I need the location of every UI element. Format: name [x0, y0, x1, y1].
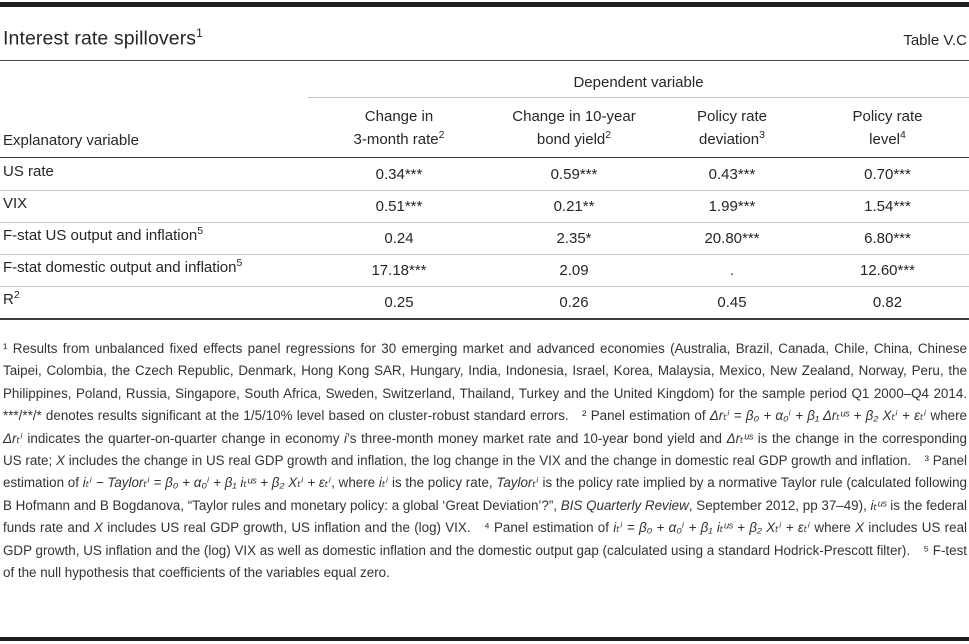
- footnote-text-segment: includes the change in US real GDP growt…: [3, 453, 967, 491]
- footnote-text-segment: is the policy rate,: [388, 475, 497, 491]
- column-header-policy-rate-level: Policy rate level4: [806, 107, 969, 157]
- column-header-policy-rate-deviation: Policy rate deviation3: [658, 107, 806, 157]
- value-cell: .: [729, 262, 735, 279]
- value-cell: 2.09: [559, 262, 589, 279]
- footnote-marker: 5: [236, 257, 243, 269]
- footnote-text-segment: iₜⁱ: [378, 475, 389, 491]
- footnote-text-segment: includes US real GDP growth, US inflatio…: [3, 520, 967, 581]
- bottom-rule: [0, 637, 969, 641]
- group-header-dependent-variable: Dependent variable: [308, 62, 969, 98]
- column-header-line1: Policy rate: [696, 108, 768, 125]
- row-label: F-stat US output and inflation5: [3, 225, 204, 244]
- footnote-text-segment: , September 2012, pp 37–49),: [688, 497, 871, 513]
- title-footnote-marker: 1: [196, 25, 203, 40]
- page-title-text: Interest rate spillovers: [3, 27, 197, 49]
- footnote-text-segment: Δrₜⁱ: [3, 430, 23, 446]
- column-header-line2: 3-month rate2: [353, 129, 445, 148]
- table-row-us-rate: US rate 0.34*** 0.59*** 0.43*** 0.70***: [0, 158, 969, 190]
- top-rule: [0, 2, 969, 7]
- row-label: R2: [3, 289, 20, 308]
- footnote-text-segment: iₜⁱ = β₀ + α₀ⁱ + β₁ iₜᵘˢ + β₂ Xₜⁱ + εₜⁱ: [613, 520, 811, 536]
- title-row: Interest rate spillovers1 Table V.C: [0, 7, 969, 61]
- table-number-label: Table V.C: [903, 32, 967, 49]
- table-row-fstat-domestic: F-stat domestic output and inflation5 17…: [0, 254, 969, 286]
- column-header-change-3month-rate: Change in 3-month rate2: [308, 107, 490, 157]
- footnote-marker: 2: [438, 129, 445, 141]
- footnote-text-segment: where: [810, 520, 856, 536]
- footnote-text-segment: Δrₜⁱ = β₀ + α₀ⁱ + β₁ Δrₜᵘˢ + β₂ Xₜⁱ + εₜ…: [709, 408, 927, 424]
- footnote-text-segment: Δrₜᵘˢ: [726, 430, 754, 446]
- footnote-text-segment: is the change in the corresponding US ra…: [3, 430, 967, 469]
- column-header-line1: Change in: [364, 108, 434, 125]
- column-header-line2: level4: [869, 129, 906, 148]
- footnote-marker: 2: [13, 289, 20, 301]
- value-cell: 17.18***: [371, 262, 427, 279]
- column-header-change-10year-bond-yield: Change in 10-year bond yield2: [490, 107, 658, 157]
- footnote-marker: 2: [605, 129, 612, 141]
- value-cell: 1.99***: [708, 198, 756, 215]
- column-header-explanatory-variable: Explanatory variable: [3, 132, 139, 149]
- footnote-marker: 4: [900, 129, 906, 141]
- value-cell: 2.35*: [556, 230, 592, 247]
- group-header-row: Dependent variable: [0, 62, 969, 98]
- row-label: US rate: [3, 162, 54, 180]
- value-cell: 0.43***: [708, 165, 756, 183]
- footnote-marker: 3: [759, 129, 765, 141]
- value-cell: 6.80***: [864, 230, 911, 247]
- page-title: Interest rate spillovers1: [3, 26, 203, 51]
- footnotes-paragraph: ¹ Results from unbalanced fixed effects …: [0, 331, 969, 631]
- footnote-text-segment: Taylorₜⁱ: [496, 475, 539, 491]
- footnote-text-segment: ’s three-month money market rate and 10-…: [347, 430, 727, 446]
- value-cell: 20.80***: [704, 230, 760, 247]
- footnote-text-segment: iₜⁱ − Taylorₜⁱ = β₀ + α₀ⁱ + β₁ iₜᵘˢ + β₂…: [82, 475, 332, 491]
- footnote-text-segment: , where: [331, 475, 379, 491]
- footnote-text-segment: is the federal funds rate and: [3, 497, 968, 536]
- table-row-r-squared: R2 0.25 0.26 0.45 0.82: [0, 286, 969, 318]
- column-header-line1: Change in 10-year: [512, 108, 636, 125]
- table-row-vix: VIX 0.51*** 0.21** 1.99*** 1.54***: [0, 190, 969, 222]
- value-cell: 0.51***: [375, 198, 423, 215]
- footnote-text-segment: iₜᵘˢ: [870, 497, 887, 513]
- value-cell: 0.24: [384, 230, 414, 247]
- group-header-spacer: [0, 62, 308, 98]
- value-cell: 12.60***: [859, 262, 916, 279]
- footnote-text-segment: where: [926, 408, 967, 424]
- footnote-text-segment: BIS Quarterly Review: [560, 497, 689, 513]
- footnote-text-segment: i: [344, 430, 348, 446]
- footnote-text-segment: is the policy rate implied by a normativ…: [3, 475, 967, 513]
- footnote-text-segment: X: [855, 520, 865, 536]
- column-header-line1: Policy rate: [852, 108, 923, 125]
- table-body: US rate 0.34*** 0.59*** 0.43*** 0.70*** …: [0, 158, 969, 320]
- footnote-text-segment: indicates the quarter-on-quarter change …: [22, 430, 345, 446]
- footnote-text-segment: X: [94, 520, 103, 536]
- column-header-line2: bond yield2: [536, 129, 612, 148]
- value-cell: 0.25: [384, 294, 414, 311]
- value-cell: 0.59***: [550, 165, 598, 183]
- row-label: VIX: [3, 195, 28, 212]
- table-row-fstat-us: F-stat US output and inflation5 0.24 2.3…: [0, 222, 969, 254]
- value-cell: 1.54***: [864, 198, 911, 215]
- column-header-row: Explanatory variable Change in 3-month r…: [0, 98, 969, 158]
- value-cell: 0.45: [717, 294, 747, 311]
- row-label: F-stat domestic output and inflation5: [3, 257, 243, 276]
- value-cell: 0.26: [559, 294, 589, 311]
- footnote-marker: 5: [197, 225, 204, 237]
- footnote-text-segment: includes US real GDP growth, US inflatio…: [102, 520, 614, 536]
- footnote-text-segment: X: [55, 453, 65, 469]
- value-cell: 0.21**: [553, 198, 595, 215]
- value-cell: 0.70***: [864, 165, 911, 183]
- value-cell: 0.82: [872, 294, 903, 311]
- footnote-text-segment: ¹ Results from unbalanced fixed effects …: [3, 341, 967, 424]
- value-cell: 0.34***: [375, 165, 423, 183]
- column-header-line2: deviation3: [699, 129, 765, 148]
